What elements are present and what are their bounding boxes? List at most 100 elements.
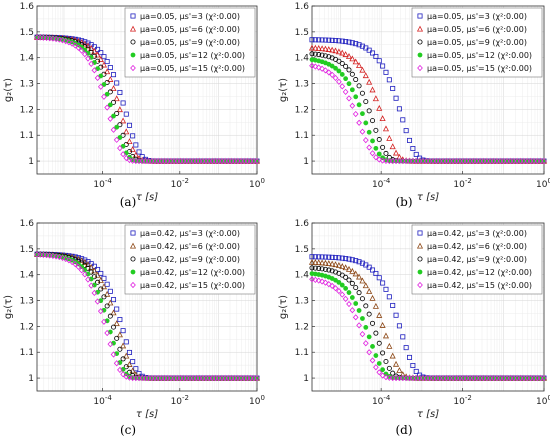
data-point: [126, 122, 132, 128]
data-point: [335, 48, 342, 55]
data-point: [94, 271, 101, 278]
legend-marker: [417, 256, 423, 262]
data-point: [380, 280, 386, 286]
y-tick-label: 1.5: [295, 28, 309, 38]
data-point: [352, 58, 359, 65]
data-point: [316, 265, 322, 271]
data-point: [356, 273, 363, 280]
data-point: [392, 149, 400, 156]
data-point: [85, 276, 91, 283]
y-axis-label: g₂(τ): [278, 295, 289, 319]
data-point: [343, 76, 349, 82]
data-point: [113, 320, 120, 327]
data-point: [312, 44, 319, 51]
data-point: [383, 359, 389, 365]
data-point: [101, 294, 107, 300]
data-point: [114, 80, 120, 86]
data-point: [325, 260, 332, 267]
legend-entry-label: μa=0.05, μs'=3 (χ²:0.00): [427, 12, 527, 21]
y-tick-label: 1.4: [20, 271, 35, 281]
data-point: [346, 256, 352, 262]
legend-entry-label: μa=0.42, μs'=6 (χ²:0.00): [140, 242, 240, 251]
data-point: [390, 302, 396, 308]
data-point: [353, 41, 359, 47]
data-point: [111, 113, 116, 119]
data-point: [366, 47, 372, 53]
x-axis-label: τ [s]: [417, 409, 439, 420]
legend-marker: [417, 269, 423, 275]
data-point: [117, 135, 123, 140]
data-point: [104, 59, 110, 65]
data-point: [309, 254, 315, 260]
legend-box: [411, 7, 543, 78]
data-point: [101, 54, 107, 60]
data-point: [383, 69, 389, 75]
data-point: [126, 349, 132, 355]
data-point: [339, 72, 345, 77]
data-point: [123, 128, 130, 135]
data-point: [69, 40, 75, 47]
data-point: [333, 38, 339, 44]
data-point: [349, 280, 355, 286]
y-axis-label: g₂(τ): [278, 78, 289, 102]
y-tick-label: 1.6: [295, 2, 310, 12]
y-tick-label: 1.3: [20, 80, 34, 90]
data-point: [88, 282, 95, 289]
data-point: [329, 260, 336, 267]
panel-label: (a): [120, 195, 137, 209]
data-point: [363, 324, 369, 330]
axes-frame: [36, 5, 258, 175]
data-point: [382, 125, 390, 132]
data-point: [329, 71, 336, 78]
data-point: [97, 277, 104, 283]
data-point: [392, 360, 400, 367]
data-point: [123, 339, 129, 345]
data-point: [123, 154, 130, 162]
data-point: [117, 89, 123, 95]
data-point: [329, 254, 335, 260]
x-axis-label: τ [s]: [136, 409, 158, 420]
data-point: [79, 264, 85, 269]
y-tick-label: 1: [303, 374, 309, 384]
data-point: [393, 95, 399, 101]
data-point: [359, 331, 366, 338]
data-point: [326, 54, 332, 60]
panel-a: 1 1.1 1.2 1.3 1.4 1.5 1.6 10-4 10-2 100 τ [s] g₂(τ)…: [3, 2, 265, 209]
data-point: [342, 51, 349, 57]
data-point: [376, 361, 382, 366]
panel-c: 1 1.1 1.2 1.3 1.4 1.5 1.6 10-4 10-2 100 τ [s] g₂(τ)…: [3, 219, 265, 437]
legend-entry-label: μa=0.05, μs'=15 (χ²:0.00): [140, 64, 245, 73]
data-point: [353, 94, 359, 100]
data-point: [315, 259, 322, 266]
data-point: [91, 274, 97, 280]
data-point: [370, 344, 375, 349]
data-point: [111, 297, 117, 303]
data-point: [116, 331, 123, 338]
data-point: [352, 110, 359, 118]
data-point: [66, 257, 72, 264]
x-tick-label: 10-2: [453, 394, 471, 407]
legend-marker: [417, 281, 423, 289]
data-point: [322, 266, 328, 272]
data-point: [116, 106, 123, 113]
data-point: [319, 65, 325, 72]
x-tick-label: 10-2: [453, 177, 471, 190]
legend-entry-label: μa=0.42, μs'=12 (χ²:0.00): [427, 268, 532, 277]
data-point: [114, 110, 120, 116]
y-tick-label: 1.5: [295, 245, 309, 255]
data-point: [316, 52, 322, 58]
data-point: [339, 38, 345, 44]
data-point: [332, 285, 339, 292]
data-point: [353, 258, 359, 264]
data-point: [110, 85, 117, 92]
data-point: [322, 279, 329, 286]
data-point: [98, 50, 104, 56]
data-point: [325, 281, 332, 288]
data-point: [373, 53, 379, 59]
data-point: [75, 44, 82, 51]
data-point: [342, 295, 349, 302]
data-point: [110, 351, 117, 358]
data-point: [339, 263, 346, 269]
legend-entry-label: μa=0.42, μs'=9 (χ²:0.00): [427, 255, 527, 264]
data-point: [370, 138, 375, 144]
